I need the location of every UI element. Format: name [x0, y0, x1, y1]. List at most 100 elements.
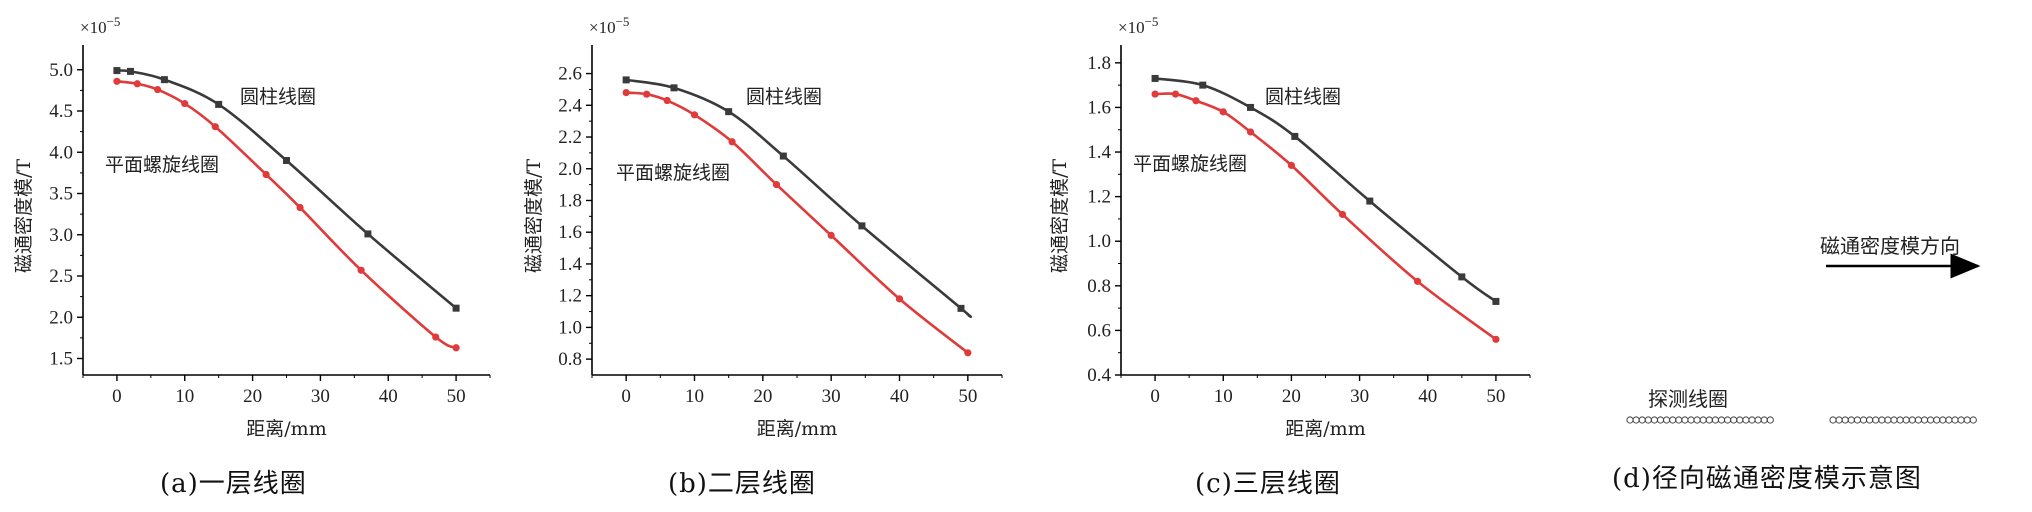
- x-tick-label: 20: [1282, 386, 1301, 407]
- coil-turn: [1626, 416, 1634, 424]
- y-tick-label: 4.0: [49, 142, 73, 163]
- data-point-circle: [133, 80, 141, 88]
- y-tick-label: 0.8: [1087, 276, 1111, 297]
- data-point-circle: [964, 349, 972, 357]
- series-label-planar: 平面螺旋线圈: [105, 154, 219, 176]
- y-tick-label: 3.5: [49, 184, 73, 205]
- data-point-circle: [1287, 161, 1296, 170]
- y-exponent-power: −5: [107, 14, 121, 29]
- coil-turn: [1638, 416, 1646, 424]
- coil-turn: [1853, 416, 1862, 424]
- direction-label: 磁通密度模方向: [1820, 234, 1960, 258]
- x-tick-label: 30: [1350, 386, 1369, 407]
- x-tick-label: 0: [1150, 386, 1160, 407]
- data-point-circle: [663, 96, 671, 105]
- data-point-square: [858, 222, 866, 230]
- data-point-circle: [296, 203, 304, 212]
- data-point-circle: [1492, 335, 1500, 343]
- coil-turn: [1681, 416, 1689, 424]
- coil-turn: [1766, 416, 1774, 424]
- series-label-planar: 平面螺旋线圈: [616, 162, 730, 184]
- data-point-circle: [1246, 128, 1255, 136]
- data-point-square: [160, 76, 168, 84]
- coil-turn: [1742, 416, 1750, 424]
- coil-turn: [1957, 416, 1965, 424]
- data-point-circle: [181, 99, 189, 108]
- series-line-planar: [116, 80, 457, 349]
- data-point-circle: [211, 123, 219, 131]
- x-tick-label: 10: [685, 386, 704, 407]
- data-point-circle: [690, 111, 699, 119]
- data-point-circle: [1338, 210, 1347, 219]
- data-point-circle: [728, 138, 736, 146]
- y-tick-label: 2.5: [49, 266, 73, 287]
- caption-b: (b)二层线圈: [668, 469, 816, 499]
- x-tick-label: 30: [311, 386, 330, 407]
- coil-turn: [1908, 416, 1916, 424]
- y-tick-label: 1.5: [49, 349, 73, 370]
- coil-turn: [1920, 416, 1929, 424]
- y-tick-label: 1.8: [558, 190, 582, 211]
- chart-panel-c: 0.4 0.6 0.8 1.0 1.2 1.4 1.6 1.8 0 10 20 30 40 50 ×10−5…: [1049, 14, 1531, 440]
- data-point-square: [126, 67, 134, 75]
- coil-turn: [1951, 416, 1959, 424]
- x-tick-label: 50: [1486, 386, 1505, 407]
- y-tick-label: 1.2: [558, 286, 582, 307]
- y-exponent-power: −5: [616, 14, 630, 29]
- caption-d: (d)径向磁通密度模示意图: [1612, 464, 1922, 494]
- series-line-planar: [1155, 92, 1497, 341]
- coil-turn: [1663, 416, 1671, 424]
- y-tick-label: 1.0: [558, 317, 582, 338]
- series-line-planar: [626, 91, 969, 354]
- coil-turn: [1705, 416, 1713, 424]
- data-point-circle: [895, 295, 904, 303]
- coil-turn: [1632, 416, 1640, 424]
- coil-turn: [1748, 416, 1756, 424]
- coil-turn: [1933, 416, 1941, 424]
- probe-coil-label: 探测线圈: [1648, 387, 1728, 411]
- x-tick-label: 20: [243, 386, 262, 407]
- y-tick-label: 1.0: [1087, 231, 1111, 252]
- data-point-square: [622, 76, 630, 84]
- data-point-square: [1366, 197, 1374, 205]
- coil-turn: [1914, 416, 1923, 424]
- coil-turn: [1963, 416, 1971, 424]
- x-tick-label: 30: [822, 386, 841, 407]
- x-tick-label: 20: [753, 386, 772, 407]
- data-point-circle: [772, 181, 781, 189]
- data-point-circle: [827, 231, 835, 239]
- y-exponent-label: ×10−5: [1118, 14, 1158, 37]
- data-point-square: [957, 304, 965, 312]
- y-tick-label: 1.2: [1087, 187, 1111, 208]
- y-tick-label: 1.6: [1087, 97, 1111, 118]
- coil-turn: [1878, 416, 1886, 424]
- x-tick-label: 40: [890, 386, 909, 407]
- caption-a: (a)一层线圈: [160, 469, 307, 499]
- y-axis-label: 磁通密度模/T: [1049, 159, 1071, 273]
- data-point-square: [1492, 297, 1500, 305]
- coil-turn: [1902, 416, 1910, 424]
- coil-turn: [1644, 416, 1652, 424]
- x-tick-label: 10: [175, 386, 194, 407]
- coil-turn: [1675, 416, 1683, 424]
- coil-turn: [1699, 416, 1707, 424]
- y-tick-label: 2.0: [49, 307, 73, 328]
- x-tick-label: 50: [447, 386, 466, 407]
- data-point-square: [452, 304, 460, 312]
- x-axis-label: 距离/mm: [1285, 418, 1365, 440]
- y-tick-label: 4.5: [49, 101, 73, 122]
- coil-turn: [1829, 416, 1837, 424]
- data-point-square: [1247, 103, 1255, 111]
- y-tick-label: 0.8: [558, 349, 582, 370]
- coil-turn: [1835, 416, 1843, 424]
- data-point-circle: [622, 88, 630, 97]
- coil-turn: [1760, 416, 1768, 424]
- x-tick-label: 40: [379, 386, 398, 407]
- y-exponent-power: −5: [1145, 14, 1159, 29]
- y-tick-label: 5.0: [49, 60, 73, 81]
- data-point-circle: [262, 170, 270, 179]
- y-tick-label: 2.4: [558, 95, 582, 116]
- coil-turn: [1939, 416, 1947, 424]
- data-point-square: [1151, 74, 1159, 82]
- x-tick-label: 50: [958, 386, 977, 407]
